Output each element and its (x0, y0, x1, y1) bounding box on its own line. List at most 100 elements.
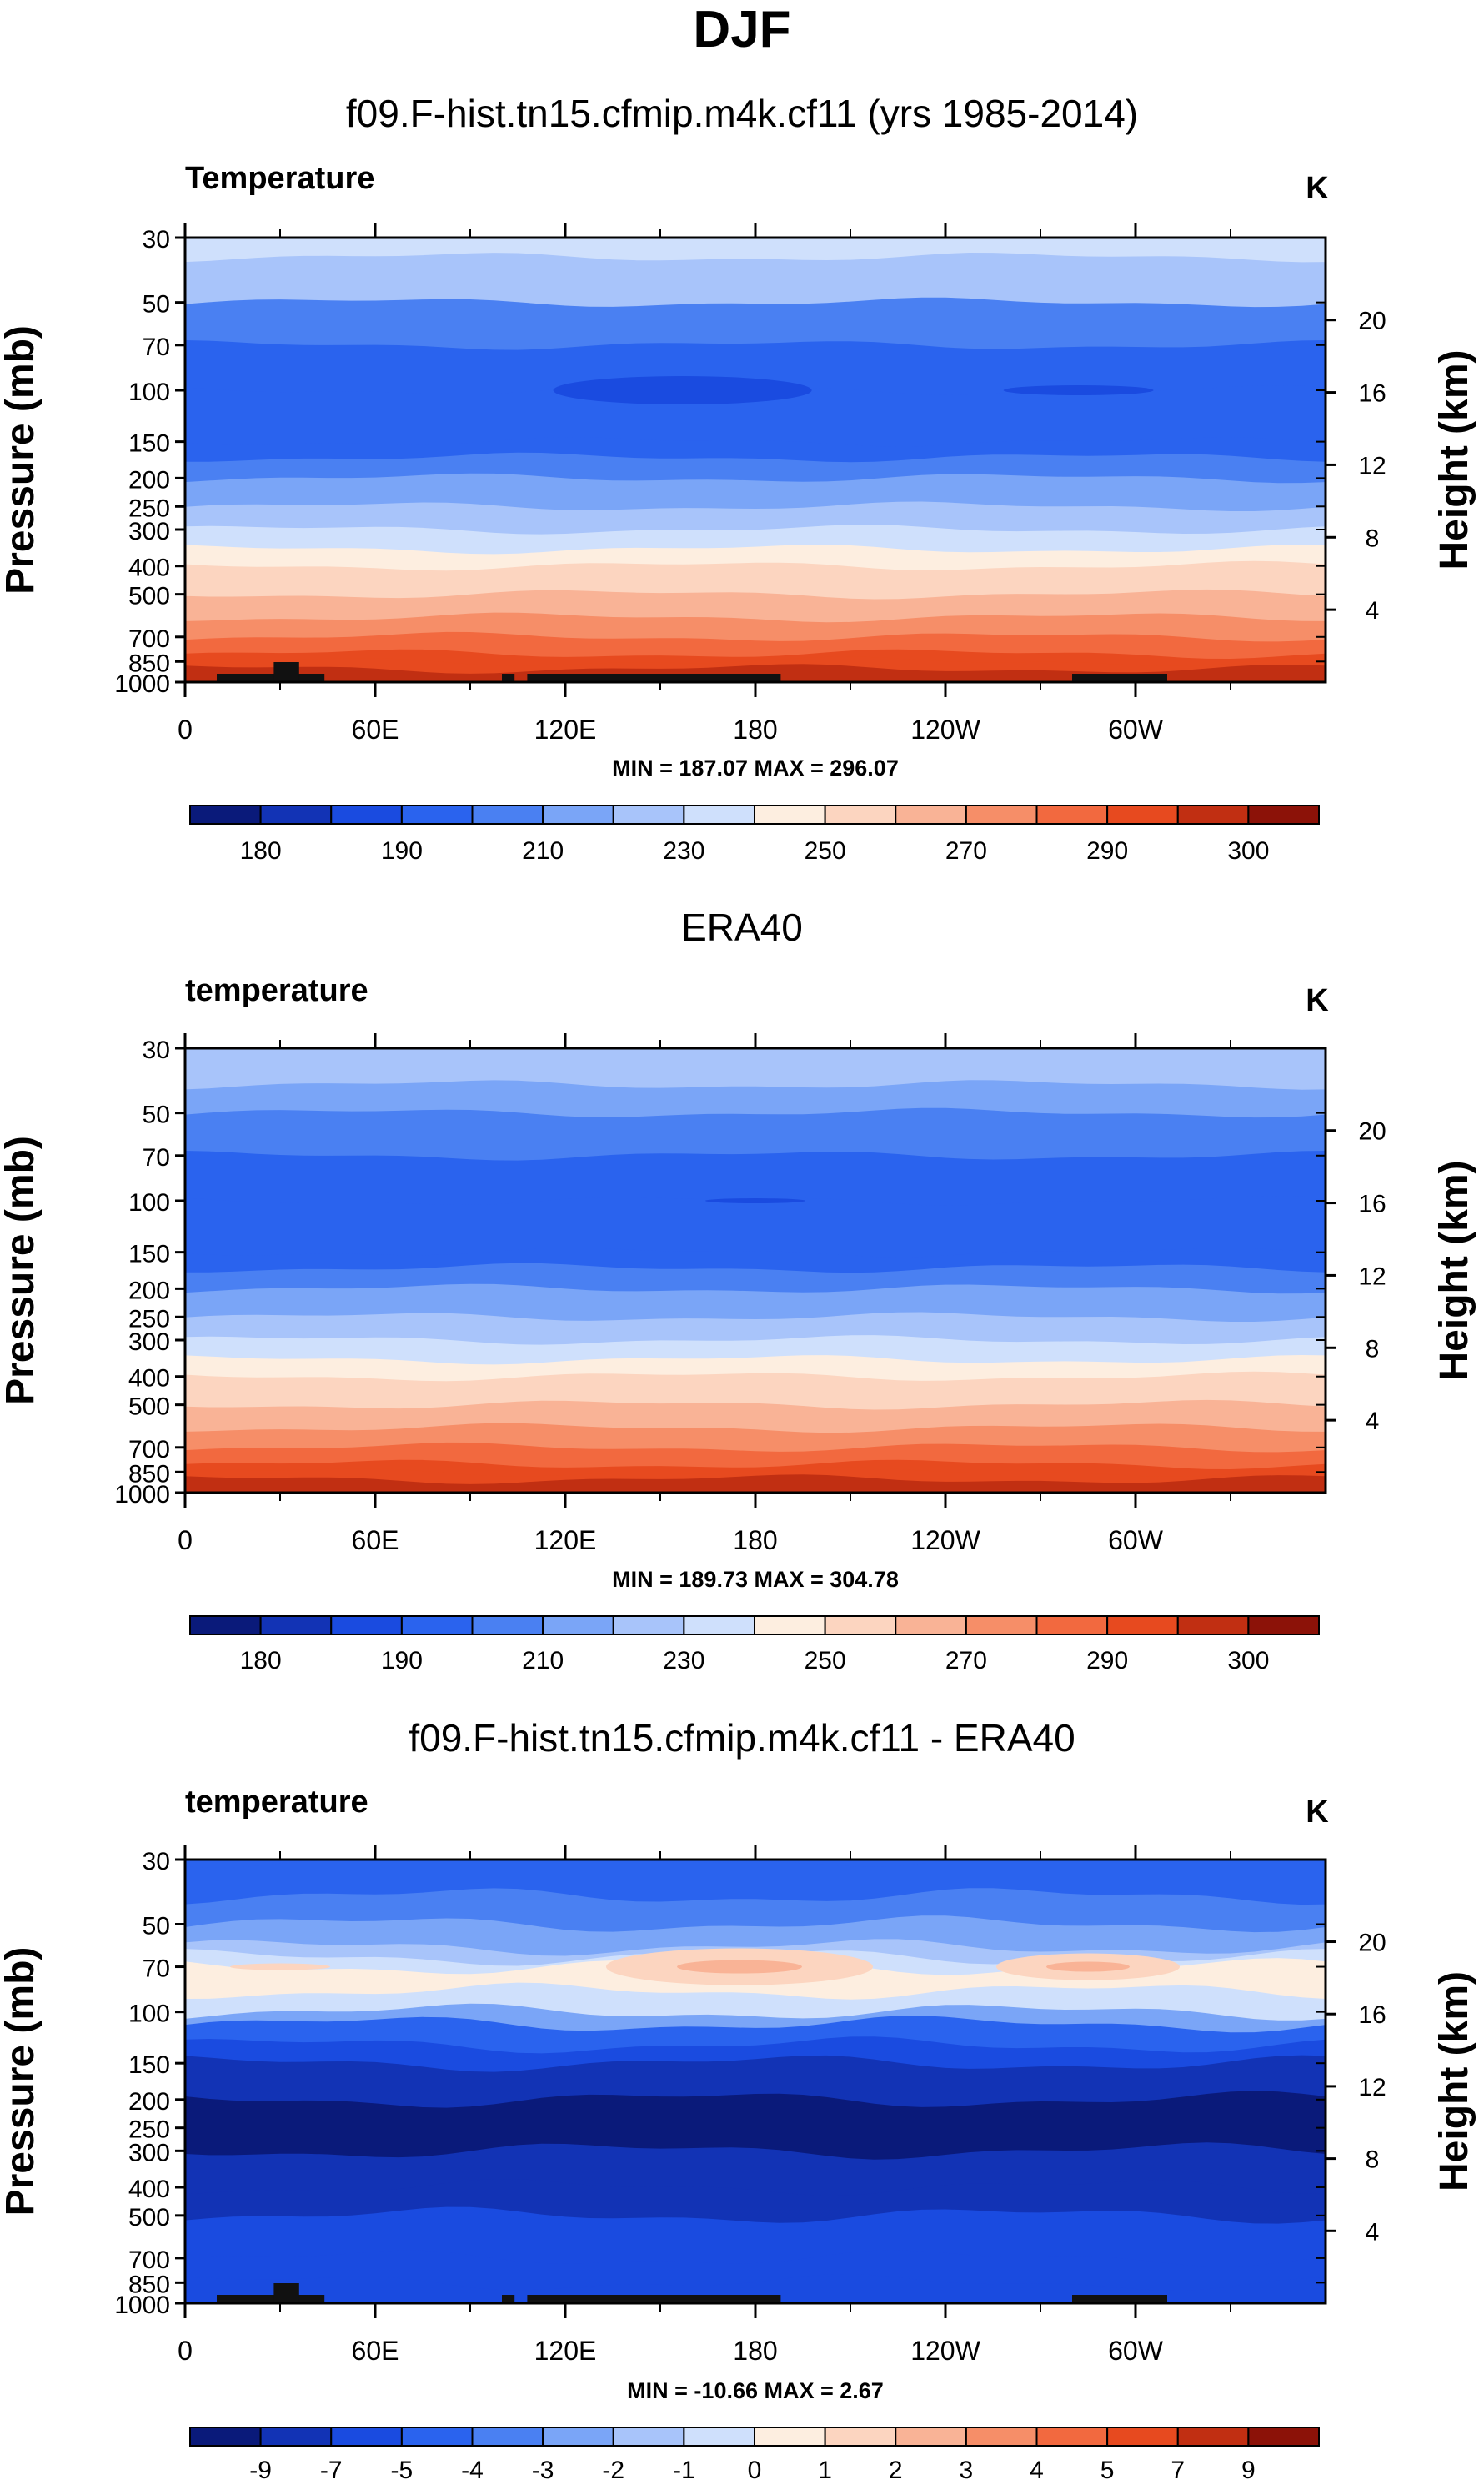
colorbar-swatch (1176, 1615, 1250, 1635)
colorbar-label: 290 (1086, 1647, 1128, 1674)
terrain-mask (527, 2295, 781, 2303)
terrain-mask (527, 674, 781, 682)
warm-bias-core-70w (1046, 1961, 1130, 1972)
colorbar-swatch (965, 1615, 1038, 1635)
colorbar-swatch (259, 2427, 333, 2447)
ylabel-left: Pressure (mb) (0, 1136, 43, 1405)
colorbar-label: 190 (381, 837, 423, 865)
field-area (185, 1860, 1326, 2303)
colorbar-label: 7 (1171, 2457, 1185, 2481)
lon-tick-label: 0 (178, 715, 193, 745)
colorbar-label: 1 (818, 2457, 832, 2481)
pressure-tick-label: 300 (128, 518, 170, 545)
colorbar-label: 210 (522, 837, 564, 865)
ylabel-right: Height (km) (1432, 350, 1476, 570)
colorbar-swatch (1247, 2427, 1320, 2447)
lon-tick-label: 180 (733, 2336, 777, 2366)
colorbar-swatch (542, 1615, 614, 1635)
height-tick-label: 4 (1366, 2218, 1380, 2246)
colorbar-label: 190 (381, 1647, 423, 1674)
colorbar-swatch (330, 805, 403, 825)
pressure-tick-label: 50 (143, 291, 170, 319)
colorbar-label: 0 (748, 2457, 762, 2481)
pressure-tick-label: 200 (128, 2088, 170, 2116)
colorbar-swatch (330, 2427, 403, 2447)
pressure-tick-label: 500 (128, 1393, 170, 1421)
pressure-tick-label: 250 (128, 494, 170, 522)
pressure-tick-label: 500 (128, 2204, 170, 2231)
pressure-tick-label: 30 (143, 1037, 170, 1064)
pressure-tick-label: 1000 (114, 1481, 170, 1509)
colorbar-label: 210 (522, 1647, 564, 1674)
lon-tick-label: 60W (1108, 2336, 1164, 2366)
colorbar-label: 300 (1227, 1647, 1269, 1674)
terrain-mask (273, 2283, 299, 2303)
colorbar-swatch (400, 2427, 474, 2447)
lon-tick-label: 60W (1108, 1525, 1164, 1555)
lon-tick-label: 60W (1108, 715, 1164, 745)
panel-title: f09.F-hist.tn15.cfmip.m4k.cf11 - ERA40 (409, 1716, 1075, 1760)
height-tick-label: 4 (1366, 597, 1380, 625)
colorbar-label: 3 (960, 2457, 974, 2481)
lon-tick-label: 180 (733, 1525, 777, 1555)
panel-title: f09.F-hist.tn15.cfmip.m4k.cf11 (yrs 1985… (346, 92, 1138, 135)
colorbar-label: 270 (945, 1647, 987, 1674)
colorbar-label: 180 (240, 1647, 282, 1674)
colorbar-swatch (895, 1615, 967, 1635)
colorbar-swatch (1106, 1615, 1179, 1635)
colorbar-swatch (895, 2427, 967, 2447)
pressure-tick-label: 850 (128, 2271, 170, 2298)
colorbar-swatch (824, 1615, 897, 1635)
colorbar-label: 5 (1100, 2457, 1115, 2481)
cold-pool-160e (553, 376, 812, 405)
pressure-tick-label: 70 (143, 1144, 170, 1172)
lon-tick-label: 120W (910, 715, 980, 745)
panel-variable-label: temperature (185, 973, 368, 1008)
colorbar-swatch (754, 1615, 826, 1635)
pressure-tick-label: 850 (128, 650, 170, 677)
cold-pool-180 (705, 1198, 805, 1204)
pressure-tick-label: 400 (128, 1365, 170, 1393)
ylabel-right: Height (km) (1432, 1971, 1476, 2191)
pressure-tick-label: 100 (128, 379, 170, 406)
colorbar-label: 300 (1227, 837, 1269, 865)
pressure-tick-label: 300 (128, 1328, 170, 1356)
colorbar-swatch (683, 805, 755, 825)
colorbar-swatch (1247, 805, 1320, 825)
ylabel-right: Height (km) (1432, 1161, 1476, 1381)
pressure-tick-label: 30 (143, 226, 170, 254)
colorbar-swatch (824, 2427, 897, 2447)
colorbar-swatch (895, 805, 967, 825)
lon-tick-label: 0 (178, 2336, 193, 2366)
pressure-tick-label: 150 (128, 2051, 170, 2079)
height-tick-label: 12 (1358, 452, 1386, 479)
lon-tick-label: 120W (910, 2336, 980, 2366)
terrain-mask (273, 662, 299, 682)
figure-title: DJF (693, 1, 790, 58)
panel-variable-label: Temperature (185, 161, 374, 196)
colorbar-label: 250 (805, 1647, 846, 1674)
colorbar-label: -7 (320, 2457, 343, 2481)
colorbar-label: 230 (663, 1647, 704, 1674)
colorbar-label: 9 (1241, 2457, 1256, 2481)
colorbar-label: 2 (889, 2457, 903, 2481)
colorbar-swatch (612, 805, 685, 825)
pressure-tick-label: 200 (128, 466, 170, 494)
pressure-tick-label: 850 (128, 1460, 170, 1488)
lon-tick-label: 120E (534, 1525, 597, 1555)
colorbar-swatch (189, 1615, 262, 1635)
panel-variable-label: temperature (185, 1785, 368, 1820)
colorbar-swatch (259, 1615, 333, 1635)
pressure-tick-label: 700 (128, 625, 170, 653)
lon-tick-label: 60E (352, 715, 399, 745)
pressure-tick-label: 250 (128, 2116, 170, 2144)
terrain-mask (1072, 2295, 1167, 2303)
colorbar-label: 250 (805, 837, 846, 865)
pressure-tick-label: 30 (143, 1848, 170, 1875)
colorbar-swatch (612, 1615, 685, 1635)
colorbar-swatch (1106, 2427, 1179, 2447)
colorbar: 180 190 210 230 250 270 290 300 (189, 805, 1320, 865)
warm-bias-30e (230, 1963, 330, 1970)
height-tick-label: 20 (1358, 308, 1386, 335)
lon-tick-label: 120W (910, 1525, 980, 1555)
